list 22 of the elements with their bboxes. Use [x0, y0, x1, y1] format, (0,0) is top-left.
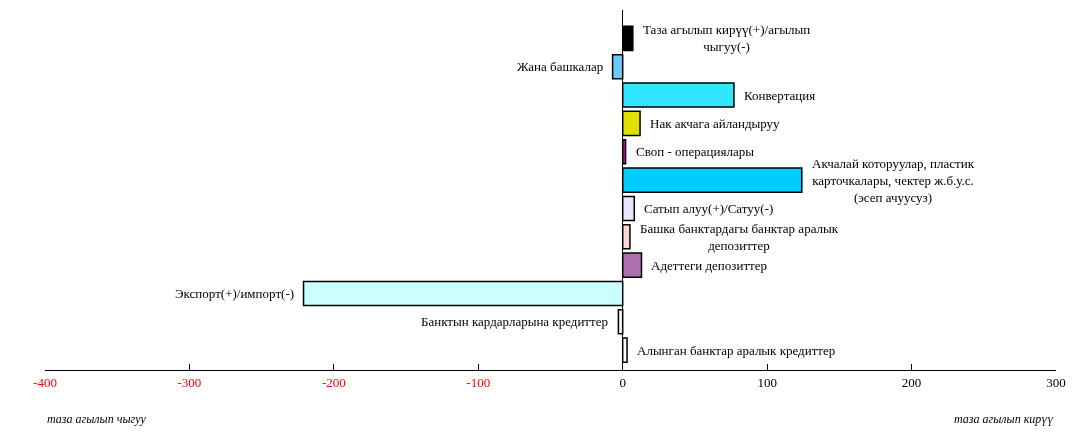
y-tick-label: Сатып алуу(+)/Сатуу(-) — [644, 201, 774, 216]
y-tick-label: Своп - операциялары — [636, 144, 755, 159]
x-tick-label: 300 — [1046, 374, 1066, 390]
y-tick-label: Башка банктардагы банктар аралык депозиттер — [640, 221, 839, 253]
x-tick-label: -300 — [177, 374, 202, 390]
y-tick-label: Конвертация — [744, 88, 816, 103]
x-tick-label: -400 — [33, 374, 57, 390]
x-tick-label: -100 — [466, 374, 491, 390]
x-tick-label: -200 — [321, 374, 346, 390]
y-tick-label: Алынган банктар аралык кредиттер — [637, 343, 836, 358]
text: таза агылып чыгуу — [47, 412, 147, 426]
y-tick-label: Нак акчага айландыруу — [650, 116, 781, 131]
y-tick-label: Таза агылып кирүү(+)/агылып чыгуу(-) — [643, 22, 811, 54]
y-tick-label: Жана башкалар — [517, 59, 604, 74]
y-tick-label: Экспорт(+)/импорт(-) — [175, 286, 295, 301]
x-tick-label: 200 — [901, 374, 922, 390]
y-tick-label: Акчалай которуулар, пластик карточкалары, чектер ж.б.у.с. (эсеп ачуусуз) — [812, 156, 975, 205]
y-tick-label: Адеттеги депозиттер — [651, 258, 768, 273]
x-tick-label: 100 — [757, 374, 777, 390]
x-tick-label: 0 — [619, 374, 626, 390]
text: таза агылып кирүү — [954, 412, 1055, 426]
y-tick-label: Банктын кардарларына кредиттер — [421, 314, 608, 329]
